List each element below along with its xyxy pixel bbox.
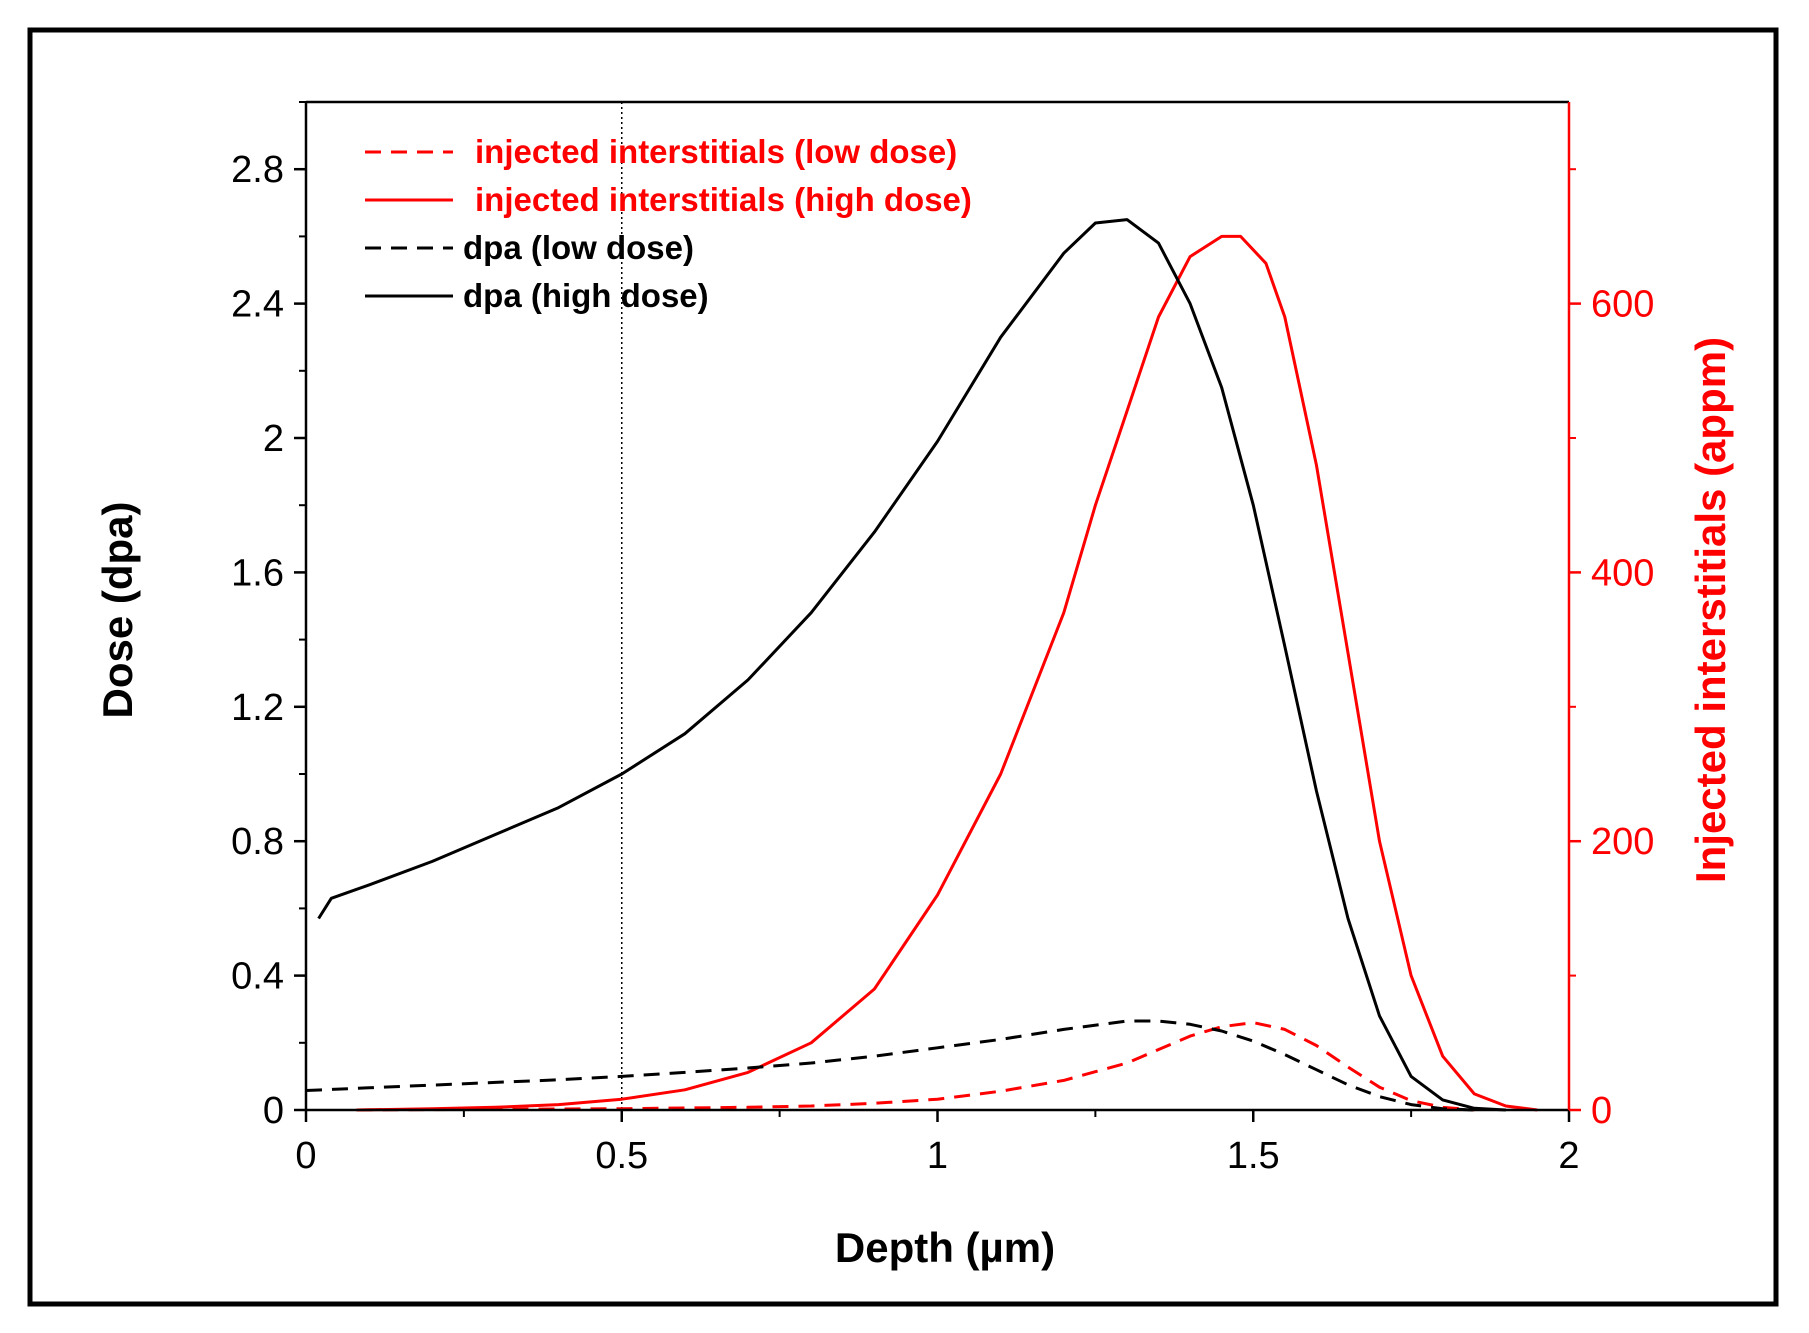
y2-axis-title: Injected interstitials (appm) <box>1687 337 1734 883</box>
series-line-1 <box>356 234 1538 1112</box>
x-tick-label: 2 <box>1558 1135 1579 1177</box>
y-tick-label: 1.2 <box>231 687 284 729</box>
y-tick-label: 2.8 <box>231 149 284 191</box>
x-tick-label: 0 <box>295 1135 316 1177</box>
y-tick-label: 0.4 <box>231 956 284 998</box>
y-axis-title: Dose (dpa) <box>94 501 141 718</box>
y-tick-label: 0 <box>263 1090 284 1132</box>
y2-tick-label: 0 <box>1591 1090 1612 1132</box>
x-axis-title: Depth (µm) <box>835 1224 1055 1271</box>
series-line-0 <box>356 1021 1475 1112</box>
legend-label-3: dpa (high dose) <box>463 277 709 314</box>
series-line-3 <box>317 218 1506 1112</box>
y-tick-label: 0.8 <box>231 821 284 863</box>
legend-label-0: injected interstitials (low dose) <box>475 133 957 170</box>
y2-tick-label: 600 <box>1591 284 1654 326</box>
series-line-2 <box>305 1019 1475 1112</box>
x-tick-label: 0.5 <box>595 1135 648 1177</box>
outer-frame <box>27 27 1779 1307</box>
y-tick-label: 1.6 <box>231 552 284 594</box>
y-tick-label: 2 <box>263 418 284 460</box>
x-tick-label: 1 <box>927 1135 948 1177</box>
y-tick-label: 2.4 <box>231 284 284 326</box>
x-tick-label: 1.5 <box>1227 1135 1280 1177</box>
y2-tick-label: 400 <box>1591 552 1654 594</box>
legend-label-2: dpa (low dose) <box>463 229 694 266</box>
y2-tick-label: 200 <box>1591 821 1654 863</box>
legend-label-1: injected interstitials (high dose) <box>475 181 972 218</box>
